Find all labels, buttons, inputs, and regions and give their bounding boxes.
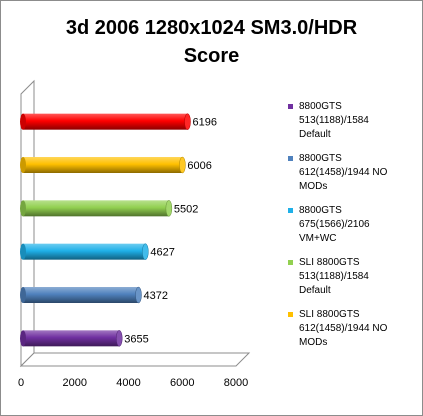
legend-label-line: SLI 8800GTS [299,257,360,268]
legend: 8800GTS 513(1188)/1584 Default 8800GTS 612(1… [288,101,388,348]
legend-label-line: MODs [299,337,327,348]
bar-end-cap [142,243,149,260]
bar-5 [20,113,191,130]
legend-item-2: 8800GTS 675(1566)/2106 VM+WC [288,205,370,244]
legend-item-4: SLI 8800GTS 612(1458)/1944 NO MODs [288,309,388,348]
chart-title-line-2: Score [183,45,240,67]
legend-label-line: 8800GTS [299,205,342,216]
legend-label-line: 612(1458)/1944 NO [299,167,388,178]
bar-body [23,243,146,260]
data-label-5: 6196 [193,117,217,129]
bar-1 [20,286,142,304]
bar-base-cap [20,113,26,130]
legend-swatch [288,208,293,213]
bar-base-cap [20,243,26,260]
chart-title-line-1: 3d 2006 1280x1024 SM3.0/HDR [65,17,358,39]
legend-label-line: 8800GTS [299,101,342,112]
x-tick-label-1: 2000 [63,377,87,389]
bar-base-cap [20,330,26,347]
legend-label-line: 612(1458)/1944 NO [299,323,388,334]
data-labels: 3655 4372 4627 5502 6006 6196 [124,117,217,346]
legend-label-line: SLI 8800GTS [299,309,360,320]
bar-body [23,157,183,173]
x-axis-ticks: 0 2000 4000 6000 8000 [18,377,248,389]
bar-end-cap [115,330,123,347]
bar-2 [20,243,149,260]
data-label-0: 3655 [124,333,148,345]
bar-4 [20,156,186,174]
bar-3 [20,200,173,217]
legend-swatch [288,312,293,317]
bar-body [23,200,169,217]
legend-swatch [288,104,293,109]
legend-label-line: MODs [299,181,327,192]
legend-label-line: 8800GTS [299,153,342,164]
bar-base-cap [20,200,26,217]
legend-item-1: 8800GTS 612(1458)/1944 NO MODs [288,153,388,192]
legend-label-line: Default [299,129,331,140]
chart-title: 3d 2006 1280x1024 SM3.0/HDR Score [0,14,423,70]
x-tick-label-0: 0 [18,377,24,389]
bar-0 [20,330,123,347]
bar-end-cap [179,156,186,174]
bar-body [23,330,120,347]
bar-body [23,113,188,130]
bar-end-cap [165,200,173,217]
x-tick-label-3: 6000 [170,377,194,389]
bar-base-cap [20,287,26,303]
x-tick-label-2: 4000 [116,377,140,389]
floor-wall [19,352,251,367]
bar-end-cap [135,286,142,304]
data-label-2: 4627 [150,247,174,259]
legend-label-line: 513(1188)/1584 [299,271,369,282]
legend-item-0: 8800GTS 513(1188)/1584 Default [288,101,369,140]
data-label-1: 4372 [143,290,167,302]
legend-swatch [288,260,293,265]
data-label-4: 6006 [187,160,211,172]
x-tick-label-4: 8000 [224,377,248,389]
bar-body [23,287,139,303]
bars [20,113,191,347]
data-label-3: 5502 [174,203,198,215]
legend-label-line: 513(1188)/1584 [299,115,369,126]
legend-label-line: Default [299,285,331,296]
bar-end-cap [184,113,191,130]
legend-label-line: VM+WC [299,233,337,244]
legend-swatch [288,156,293,161]
legend-label-line: 675(1566)/2106 [299,219,370,230]
bar-base-cap [20,157,26,173]
legend-item-3: SLI 8800GTS 513(1188)/1584 Default [288,257,369,296]
